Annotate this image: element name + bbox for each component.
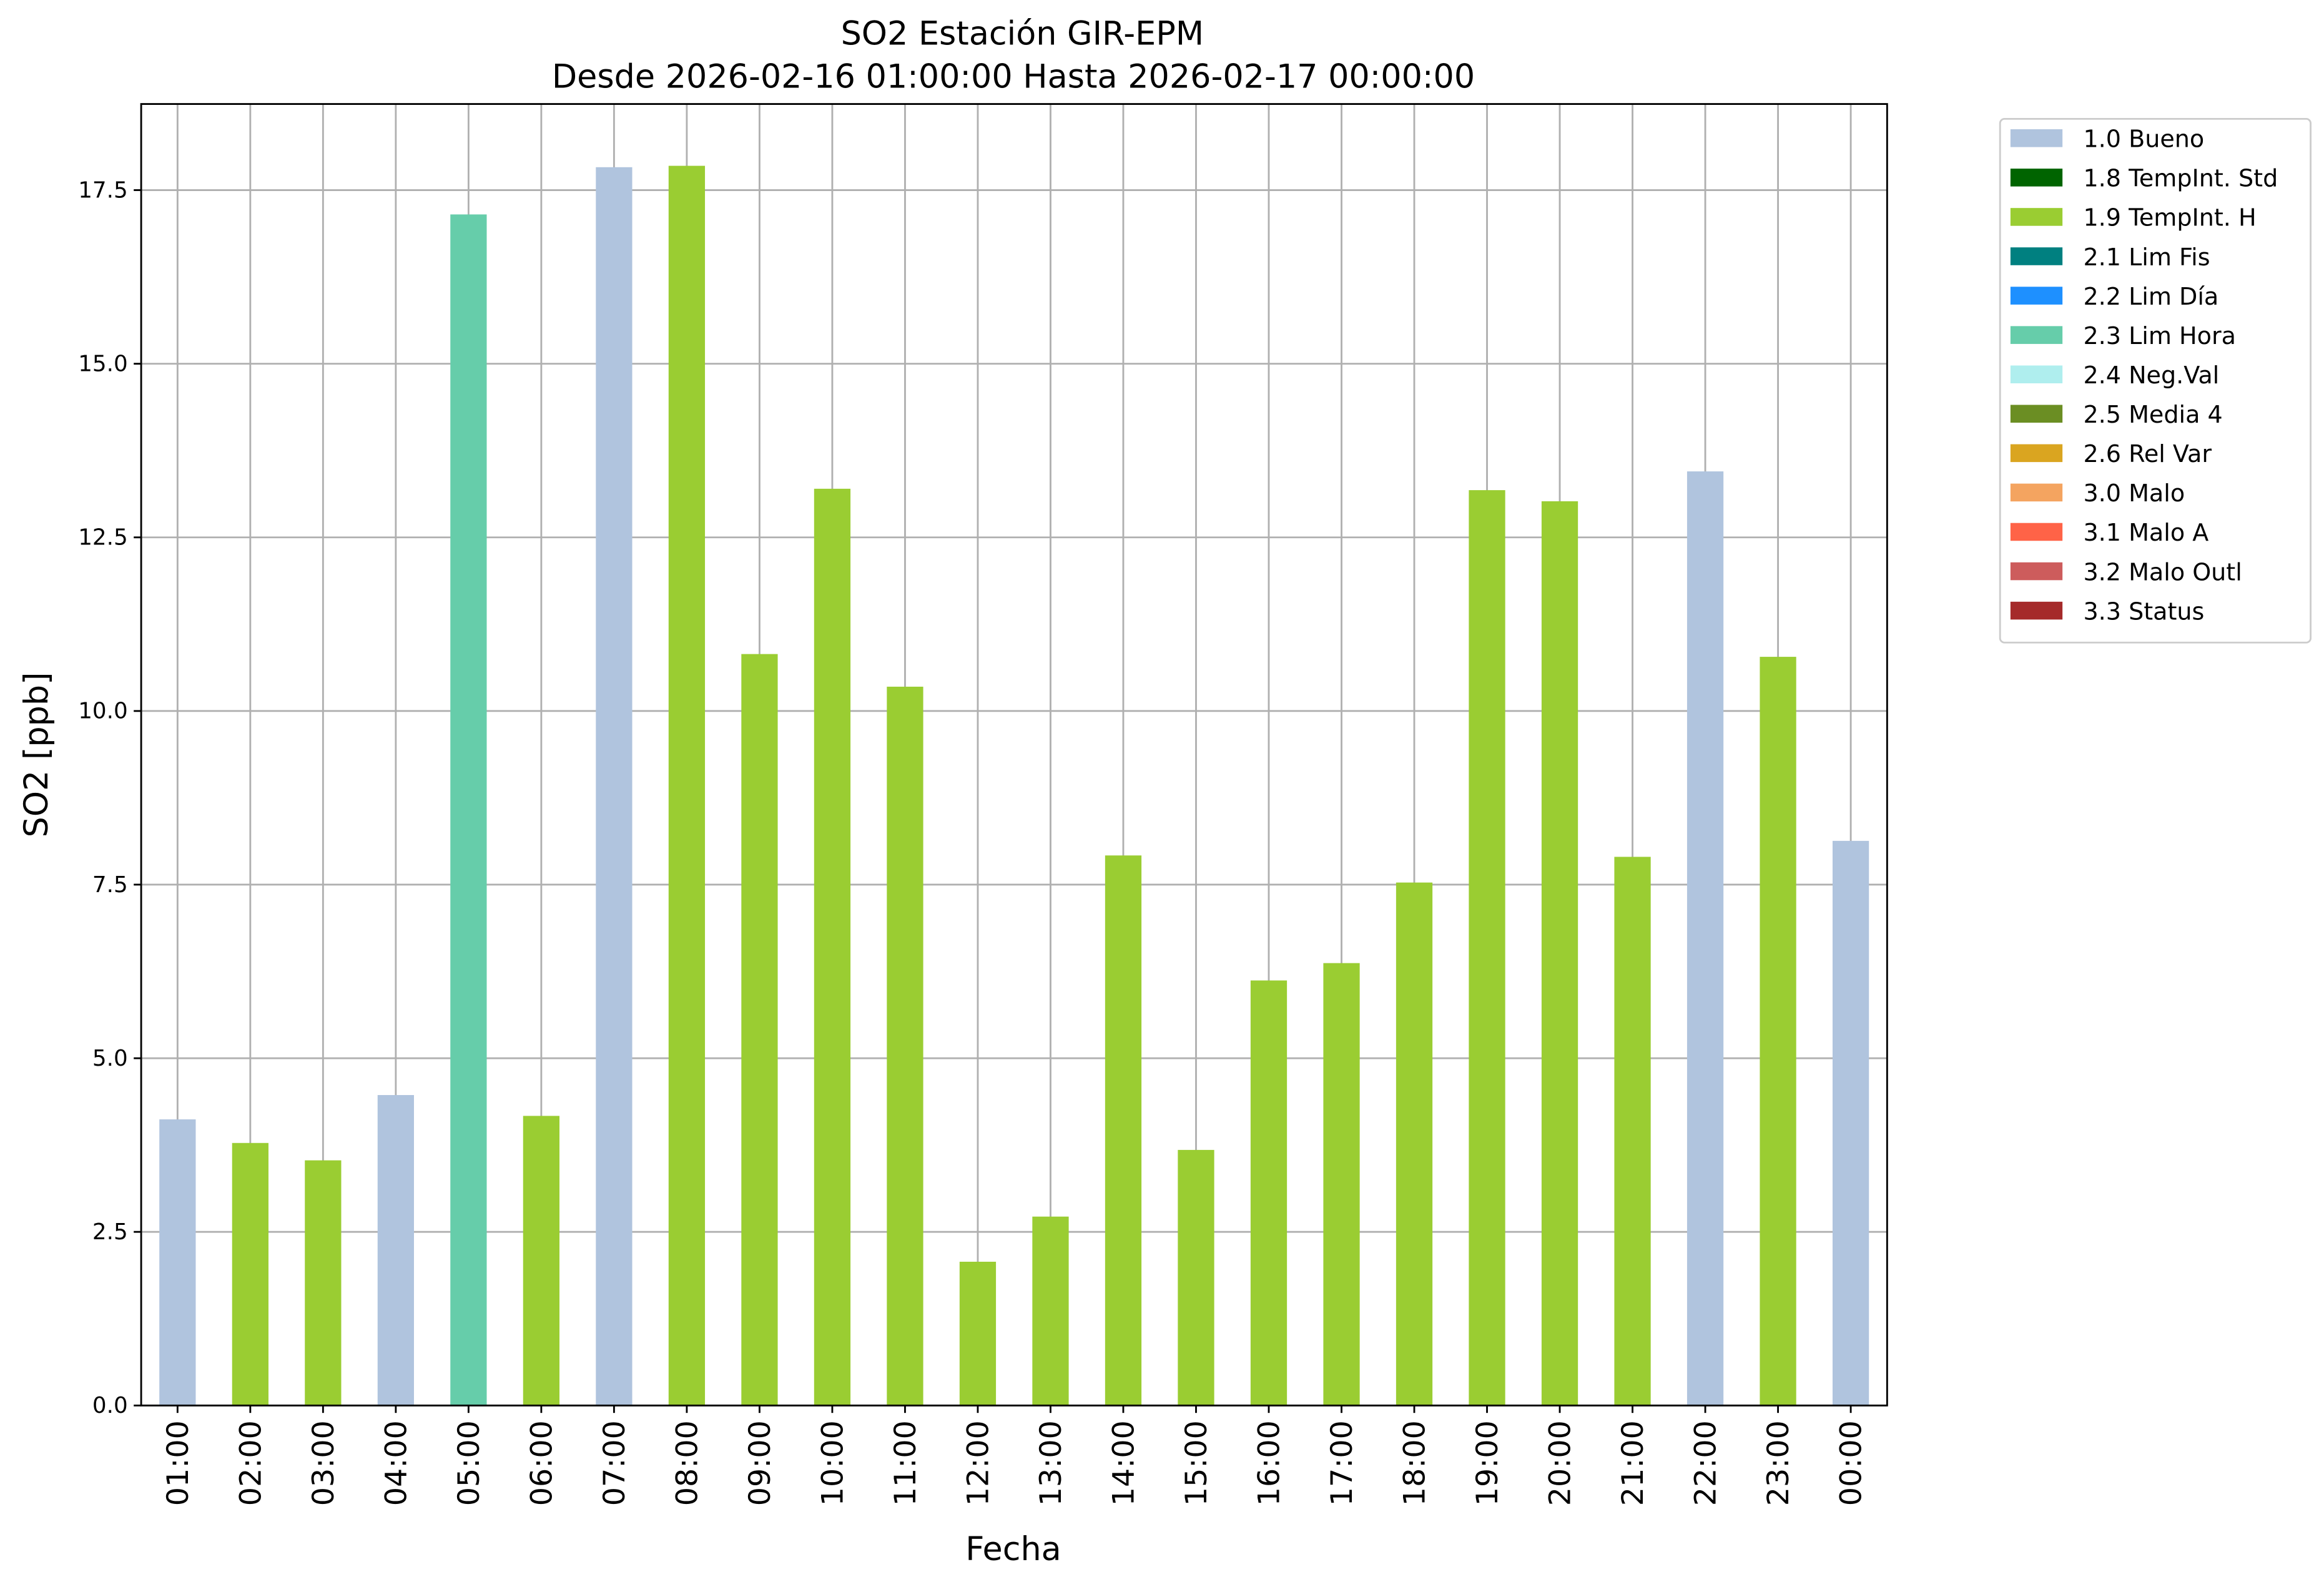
x-tick-label: 23:00 [1761, 1420, 1796, 1506]
legend-swatch [2010, 601, 2063, 620]
x-tick-label: 07:00 [598, 1420, 632, 1506]
x-tick-label: 16:00 [1253, 1420, 1287, 1506]
bar [741, 654, 778, 1406]
y-tick-label: 0.0 [92, 1393, 128, 1418]
legend-label: 3.3 Status [2083, 597, 2204, 625]
x-tick-label: 18:00 [1398, 1420, 1432, 1506]
x-tick-label: 00:00 [1834, 1420, 1869, 1506]
y-tick-label: 17.5 [78, 177, 127, 203]
bar [377, 1095, 414, 1406]
legend-label: 2.6 Rel Var [2083, 440, 2212, 468]
bar [887, 686, 923, 1406]
x-tick-label: 08:00 [671, 1420, 705, 1506]
bar [1396, 882, 1433, 1406]
bar [305, 1160, 342, 1406]
y-tick-label: 5.0 [92, 1046, 128, 1071]
legend-label: 1.9 TempInt. H [2083, 204, 2256, 232]
legend-box [1999, 117, 2312, 644]
legend-swatch [2010, 483, 2063, 502]
bar [1323, 963, 1360, 1406]
x-tick-label: 15:00 [1179, 1420, 1214, 1506]
bar [523, 1116, 560, 1406]
legend-swatch [2010, 405, 2063, 423]
legend-swatch [2010, 287, 2063, 305]
legend-label: 2.3 Lim Hora [2083, 322, 2235, 350]
legend-swatch [2010, 444, 2063, 463]
bar [596, 167, 633, 1406]
bar [1614, 857, 1651, 1406]
x-tick-label: 12:00 [962, 1420, 996, 1506]
x-tick-label: 22:00 [1689, 1420, 1723, 1506]
y-tick-label: 15.0 [78, 351, 127, 377]
bar [159, 1119, 196, 1406]
x-axis-label: Fecha [965, 1530, 1061, 1568]
legend-swatch [2010, 208, 2063, 226]
legend-swatch [2010, 169, 2063, 187]
legend-swatch [2010, 247, 2063, 265]
legend-label: 1.8 TempInt. Std [2083, 165, 2278, 192]
bar [1686, 471, 1724, 1406]
x-tick-label: 02:00 [234, 1420, 268, 1506]
bar [1541, 501, 1578, 1406]
legend-label: 2.1 Lim Fis [2083, 243, 2210, 271]
legend-label: 2.4 Neg.Val [2083, 361, 2219, 389]
bar [1178, 1149, 1214, 1406]
bar [959, 1262, 997, 1406]
legend-label: 3.0 Malo [2083, 479, 2185, 507]
bar [1760, 657, 1796, 1406]
x-tick-label: 09:00 [743, 1420, 777, 1506]
legend-label: 2.5 Media 4 [2083, 401, 2222, 428]
x-tick-label: 01:00 [161, 1420, 195, 1506]
chart-title: SO2 Estación GIR-EPM [841, 14, 1204, 52]
legend-label: 1.0 Bueno [2083, 125, 2204, 153]
x-tick-label: 03:00 [307, 1420, 341, 1506]
x-tick-label: 20:00 [1544, 1420, 1578, 1506]
bar [1032, 1216, 1069, 1406]
bar [1250, 980, 1288, 1406]
y-axis-label: SO2 [ppb] [17, 672, 56, 837]
x-tick-label: 04:00 [380, 1420, 414, 1506]
x-tick-label: 13:00 [1034, 1420, 1068, 1506]
legend-swatch [2010, 523, 2063, 541]
x-tick-label: 06:00 [525, 1420, 559, 1506]
bar [450, 214, 487, 1406]
bar [668, 165, 706, 1406]
legend-label: 2.2 Lim Día [2083, 283, 2218, 310]
x-tick-label: 19:00 [1470, 1420, 1505, 1506]
bar [814, 488, 851, 1406]
chart-subtitle: Desde 2026-02-16 01:00:00 Hasta 2026-02-… [552, 57, 1475, 96]
x-tick-label: 05:00 [452, 1420, 486, 1506]
legend-label: 3.2 Malo Outl [2083, 558, 2242, 586]
plot-frame [140, 103, 1888, 1407]
x-tick-label: 21:00 [1616, 1420, 1650, 1506]
legend-swatch [2010, 562, 2063, 581]
x-tick-label: 10:00 [816, 1420, 850, 1506]
bar [1469, 490, 1505, 1406]
x-tick-label: 14:00 [1107, 1420, 1141, 1506]
bar [1832, 840, 1869, 1406]
x-tick-label: 11:00 [889, 1420, 923, 1506]
y-tick-label: 2.5 [92, 1219, 128, 1245]
bar [232, 1142, 268, 1406]
legend-swatch [2010, 129, 2063, 147]
legend-swatch [2010, 365, 2063, 383]
legend-label: 3.1 Malo A [2083, 519, 2208, 546]
y-tick-label: 12.5 [78, 525, 127, 551]
x-tick-label: 17:00 [1325, 1420, 1359, 1506]
legend-swatch [2010, 326, 2063, 344]
y-tick-label: 10.0 [78, 699, 127, 724]
bar [1105, 855, 1142, 1406]
y-tick-label: 7.5 [92, 872, 128, 898]
